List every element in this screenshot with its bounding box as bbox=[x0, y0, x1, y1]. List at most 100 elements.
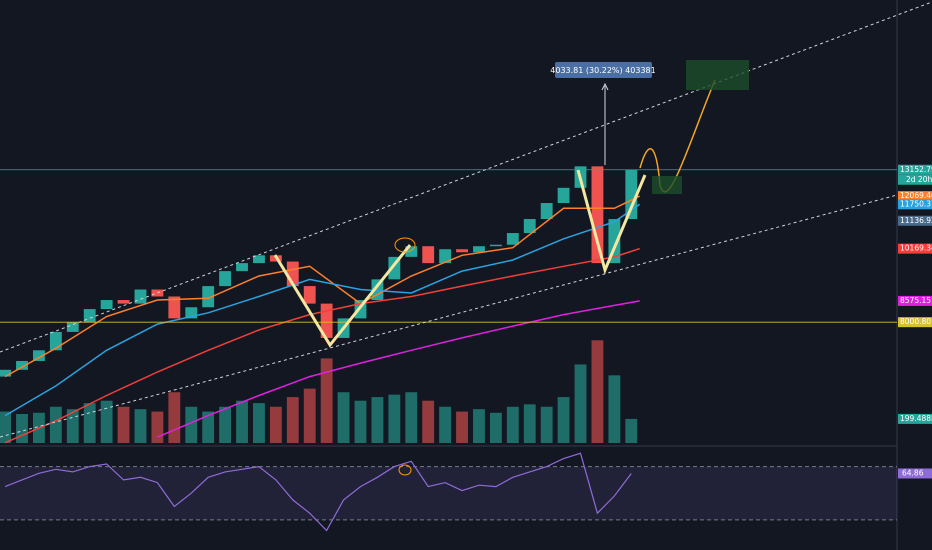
volume-bar bbox=[591, 340, 604, 443]
volume-bar bbox=[422, 400, 435, 443]
v-pattern bbox=[576, 169, 647, 275]
price-tag: 13152.79 bbox=[900, 165, 932, 174]
candle-body bbox=[100, 300, 113, 310]
volume-tag-box bbox=[898, 413, 932, 424]
candle-body bbox=[371, 279, 384, 301]
target-zone bbox=[686, 60, 749, 90]
candle-body bbox=[253, 255, 265, 264]
volume-bar bbox=[439, 406, 452, 443]
candle-body bbox=[320, 303, 333, 338]
candle-body bbox=[625, 169, 638, 220]
measure-arrowhead bbox=[601, 82, 609, 91]
volume-bar bbox=[523, 404, 536, 443]
volume-bar bbox=[489, 412, 502, 443]
price-tag-box bbox=[898, 243, 932, 254]
price-tag-box bbox=[898, 199, 932, 210]
volume-bar bbox=[371, 397, 384, 443]
moving-average bbox=[157, 300, 640, 438]
countdown-box bbox=[898, 174, 932, 185]
volume-bar bbox=[168, 392, 181, 443]
price-tag-box bbox=[898, 317, 932, 328]
volume-bar bbox=[117, 406, 130, 443]
price-tag: 11136.93 bbox=[900, 216, 932, 225]
volume-bar bbox=[253, 403, 265, 443]
candle-body bbox=[303, 286, 316, 304]
volume-bar bbox=[151, 411, 164, 443]
candle-body bbox=[405, 246, 418, 257]
candle-body bbox=[83, 309, 96, 323]
candle-body bbox=[439, 249, 452, 264]
volume-bar bbox=[219, 406, 232, 443]
rsi-tag-box bbox=[898, 468, 932, 479]
candle-body bbox=[388, 256, 401, 280]
candle-body bbox=[608, 219, 621, 264]
candle-body bbox=[591, 166, 604, 264]
volume-bar bbox=[83, 403, 96, 443]
candle-body bbox=[33, 350, 45, 361]
volume-bar bbox=[625, 418, 638, 443]
volume-bar bbox=[557, 397, 570, 443]
candle-body bbox=[49, 331, 62, 351]
volume-bar bbox=[185, 406, 198, 443]
volume-bar bbox=[574, 364, 587, 443]
volume-bar bbox=[236, 400, 248, 443]
candle-body bbox=[0, 369, 12, 377]
volume-bar bbox=[320, 358, 333, 443]
candle-body bbox=[540, 203, 553, 220]
volume-bar bbox=[337, 392, 350, 443]
volume-bar bbox=[456, 411, 468, 443]
rsi-line bbox=[4, 452, 632, 532]
candle-body bbox=[557, 187, 570, 204]
measure-label-box bbox=[555, 62, 652, 78]
channel-line bbox=[0, 194, 898, 438]
volume-bar bbox=[608, 375, 621, 443]
rsi-band bbox=[0, 466, 897, 520]
countdown: 2d 20h bbox=[906, 175, 932, 184]
candle-body bbox=[168, 296, 181, 319]
price-tag: 8000.80 bbox=[900, 317, 931, 326]
volume-bar bbox=[0, 411, 12, 443]
price-tag-box bbox=[898, 215, 932, 226]
volume-bar bbox=[202, 411, 215, 443]
volume-bar bbox=[100, 400, 113, 443]
candle-body bbox=[523, 219, 536, 234]
candle-body bbox=[185, 307, 198, 319]
volume-tag: 199.488K bbox=[900, 414, 932, 423]
price-tag: 10169.34 bbox=[900, 244, 932, 253]
volume-bar bbox=[303, 388, 316, 443]
candle-body bbox=[489, 244, 502, 247]
price-tag-box bbox=[898, 295, 932, 306]
candle-body bbox=[473, 246, 485, 253]
rsi-pane bbox=[0, 448, 897, 535]
volume-bar bbox=[269, 406, 282, 443]
moving-average bbox=[4, 203, 641, 417]
volume-bar bbox=[473, 409, 485, 443]
channel-line bbox=[0, 1, 932, 353]
marks bbox=[0, 166, 897, 532]
candle-body bbox=[456, 249, 468, 253]
price-tag: 12069.46 bbox=[900, 191, 932, 200]
volume-bar bbox=[506, 406, 519, 443]
candle-body bbox=[16, 360, 28, 370]
candle-body bbox=[117, 300, 130, 304]
price-tag-box bbox=[898, 191, 932, 202]
rsi-tag: 64.86 bbox=[902, 468, 924, 477]
volume-bar bbox=[16, 414, 28, 443]
volume-bar bbox=[388, 394, 401, 443]
candle-body bbox=[66, 322, 79, 332]
volume-bar bbox=[405, 392, 418, 443]
highlight-circle bbox=[394, 237, 416, 253]
candle-body bbox=[286, 261, 299, 287]
price-tag: 11750.37 bbox=[900, 199, 932, 208]
volume-bar bbox=[354, 400, 367, 443]
moving-average bbox=[4, 247, 640, 444]
axis: 13152.792d 20h 12069.4611750.37 11136.93 10… bbox=[898, 164, 932, 479]
price-tag: 8575.15 bbox=[900, 296, 931, 305]
volume-bar bbox=[134, 409, 147, 443]
target-zone bbox=[652, 176, 682, 194]
candle-body bbox=[202, 286, 215, 308]
candle-body bbox=[422, 246, 435, 264]
drawings: 4033.81 (30.22%) 403381 bbox=[0, 1, 932, 476]
candle-body bbox=[219, 271, 232, 287]
